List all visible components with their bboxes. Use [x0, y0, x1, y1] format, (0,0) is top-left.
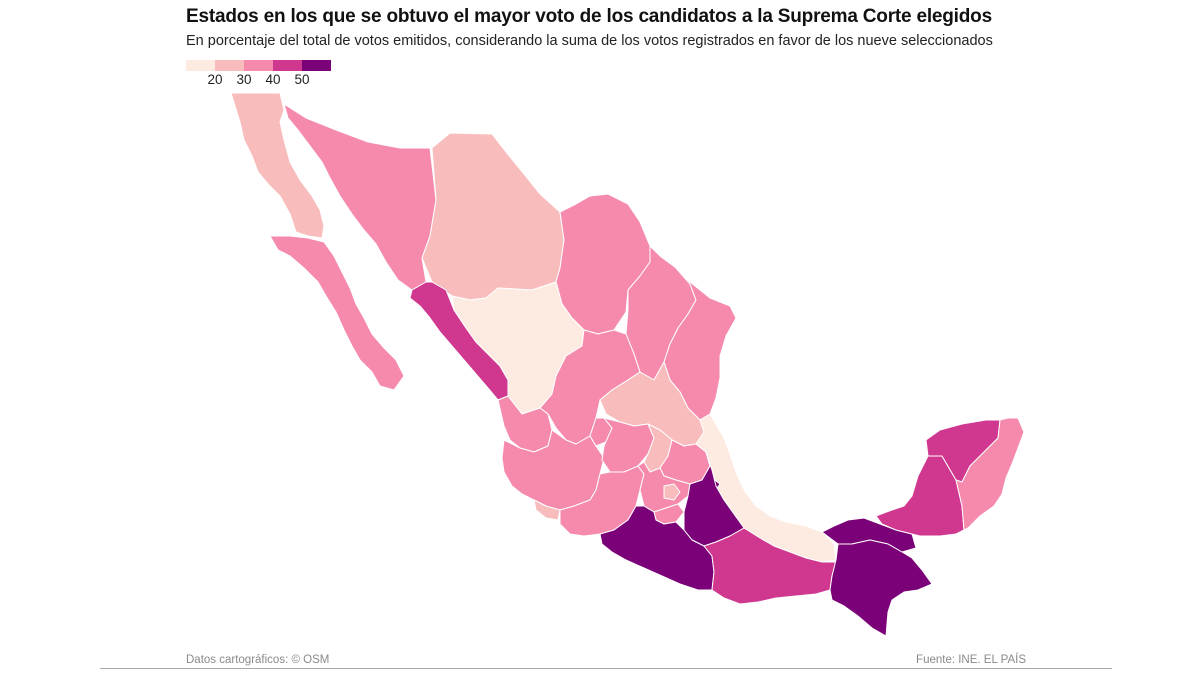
state-chihuahua[interactable] — [421, 132, 565, 301]
data-source: Fuente: INE. EL PAÍS — [916, 654, 1026, 666]
footer-divider — [100, 668, 1112, 669]
legend-swatch-5 — [302, 60, 331, 71]
state-chiapas[interactable] — [829, 539, 933, 637]
state-ciudad-de-mexico[interactable] — [663, 483, 681, 501]
chart-subtitle: En porcentaje del total de votos emitido… — [186, 33, 993, 49]
state-baja-california[interactable] — [230, 92, 325, 239]
legend-swatch-1 — [186, 60, 215, 71]
state-quintana-roo[interactable] — [955, 417, 1025, 531]
state-sonora[interactable] — [283, 103, 437, 291]
legend-swatch-4 — [273, 60, 302, 71]
legend-label-30: 30 — [236, 72, 252, 87]
legend-label-20: 20 — [207, 72, 223, 87]
color-legend: 20 30 40 50 — [186, 60, 331, 87]
legend-swatch-3 — [244, 60, 273, 71]
chart-title: Estados en los que se obtuvo el mayor vo… — [186, 6, 992, 27]
legend-label-50: 50 — [294, 72, 310, 87]
map-data-credit: Datos cartográficos: © OSM — [186, 654, 330, 666]
legend-label-40: 40 — [265, 72, 281, 87]
legend-swatch-2 — [215, 60, 244, 71]
state-colima[interactable] — [533, 499, 561, 521]
state-baja-california-sur[interactable] — [269, 235, 405, 391]
